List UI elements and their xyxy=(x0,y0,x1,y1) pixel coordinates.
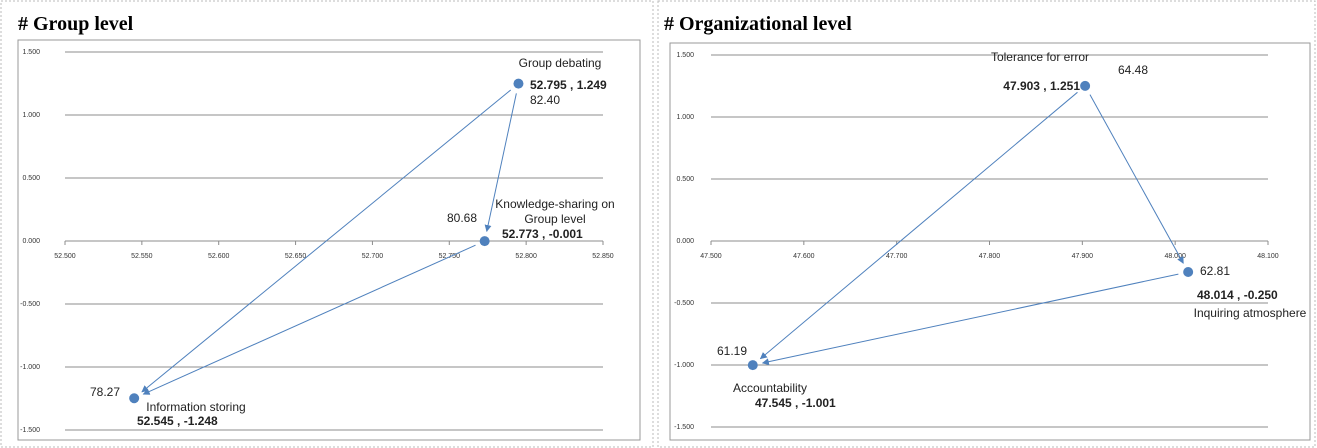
panel-frame xyxy=(657,0,1316,448)
point-score: 64.48 xyxy=(1118,63,1148,77)
arrow xyxy=(759,91,1078,360)
x-tick-label: 52.700 xyxy=(362,253,384,260)
point-name: Knowledge-sharing on Group level xyxy=(495,197,615,226)
x-tick-label: 52.500 xyxy=(54,253,76,260)
x-tick-label: 52.850 xyxy=(592,253,614,260)
point-score: 82.40 xyxy=(530,93,560,107)
point-score: 61.19 xyxy=(717,344,747,358)
data-point xyxy=(129,393,140,404)
x-tick-label: 52.650 xyxy=(285,253,307,260)
y-tick-label: 0.500 xyxy=(22,175,40,182)
y-tick-label: 1.500 xyxy=(22,49,40,56)
point-name: Inquiring atmosphere xyxy=(1193,306,1307,320)
point-name-box: Knowledge-sharing on Group level xyxy=(495,197,615,226)
point-score: 62.81 xyxy=(1200,264,1230,278)
y-tick-label: 0.500 xyxy=(676,176,694,183)
y-tick-label: 1.500 xyxy=(676,52,694,59)
panel-frame xyxy=(0,0,654,448)
point-name-box: Accountability xyxy=(732,381,808,395)
y-tick-label: 1.000 xyxy=(22,112,40,119)
x-tick-label: 52.800 xyxy=(515,253,537,260)
arrow xyxy=(761,273,1179,366)
point-coordinates: 52.795 , 1.249 xyxy=(530,78,607,92)
data-point xyxy=(479,236,490,247)
point-coordinates: 52.773 , -0.001 xyxy=(502,227,583,241)
point-score: 78.27 xyxy=(90,385,120,399)
point-score: 80.68 xyxy=(447,211,477,225)
data-point xyxy=(747,360,758,371)
x-tick-label: 47.800 xyxy=(979,253,1001,260)
y-tick-label: 0.000 xyxy=(676,238,694,245)
y-tick-label: 0.000 xyxy=(22,238,40,245)
x-tick-label: 52.600 xyxy=(208,253,230,260)
y-tick-label: -0.500 xyxy=(20,301,40,308)
point-coordinates: 47.903 , 1.251 xyxy=(1003,79,1080,93)
data-point xyxy=(513,78,524,89)
y-tick-label: -1.000 xyxy=(674,362,694,369)
x-tick-label: 52.750 xyxy=(439,253,461,260)
y-tick-label: -1.500 xyxy=(674,424,694,431)
x-tick-label: 48.000 xyxy=(1164,253,1186,260)
plot-frame xyxy=(17,39,641,441)
x-tick-label: 47.900 xyxy=(1072,253,1094,260)
data-point xyxy=(1183,267,1194,277)
data-point xyxy=(1080,80,1091,91)
arrow xyxy=(1089,94,1184,264)
point-name: Accountability xyxy=(732,381,808,395)
point-coordinates: 47.545 , -1.001 xyxy=(755,396,836,410)
chart-title: # Organizational level xyxy=(664,13,852,35)
plot-frame xyxy=(669,42,1311,441)
x-tick-label: 47.600 xyxy=(793,253,815,260)
y-tick-label: -1.500 xyxy=(20,427,40,434)
point-name-box: Group debating xyxy=(518,56,602,70)
arrow xyxy=(142,244,476,395)
x-tick-label: 47.500 xyxy=(700,253,722,260)
x-tick-label: 52.550 xyxy=(131,253,153,260)
chart-title: # Group level xyxy=(18,13,134,35)
point-name-box: Tolerance for error xyxy=(990,50,1090,64)
arrow xyxy=(141,89,512,393)
arrow xyxy=(484,93,517,233)
y-tick-label: 1.000 xyxy=(676,114,694,121)
y-tick-label: -0.500 xyxy=(674,300,694,307)
y-tick-label: -1.000 xyxy=(20,364,40,371)
x-tick-label: 48.100 xyxy=(1257,253,1279,260)
x-tick-label: 47.700 xyxy=(886,253,908,260)
point-name: Information storing xyxy=(146,400,246,414)
point-name-box: Inquiring atmosphere xyxy=(1193,306,1307,320)
point-name: Group debating xyxy=(518,56,602,70)
point-name: Tolerance for error xyxy=(990,50,1090,64)
point-coordinates: 48.014 , -0.250 xyxy=(1197,288,1278,302)
point-coordinates: 52.545 , -1.248 xyxy=(137,414,218,428)
point-name-box: Information storing xyxy=(146,400,246,414)
